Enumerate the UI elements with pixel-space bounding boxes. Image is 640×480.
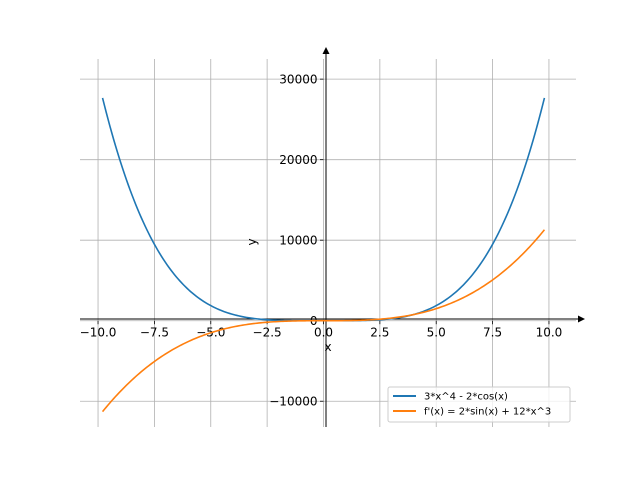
legend-label-1: f'(x) = 2*sin(x) + 12*x^3 <box>424 407 551 418</box>
x-tick-label-8: 10.0 <box>536 326 563 340</box>
x-tick-label-4: 0.0 <box>314 326 333 340</box>
x-axis-label: x <box>324 340 331 354</box>
legend-box <box>387 386 571 423</box>
y-tick-label-3: 20000 <box>279 153 317 167</box>
ticks: −10.0 −7.5 −5.0 −2.5 0.0 2.5 5.0 7.5 10.0−100000… <box>80 73 563 409</box>
axes <box>80 47 585 427</box>
y-axis-label: y <box>245 238 259 245</box>
legend: 3*x^4 - 2*cos(x) f'(x) = 2*sin(x) + 12*x… <box>387 386 571 423</box>
x-tick-label-5: 2.5 <box>370 326 389 340</box>
series <box>101 97 546 413</box>
legend-label-0: 3*x^4 - 2*cos(x) <box>424 392 508 403</box>
x-tick-label-6: 5.0 <box>427 326 446 340</box>
x-tick-label-7: 7.5 <box>483 326 502 340</box>
y-tick-label-2: 10000 <box>279 234 317 248</box>
y-axis-arrow <box>322 47 330 54</box>
y-tick-label-4: 30000 <box>279 73 317 87</box>
x-tick-label-3: −2.5 <box>253 326 282 340</box>
y-tick-label-0: −10000 <box>269 395 317 409</box>
x-axis-arrow <box>578 315 585 323</box>
x-tick-label-1: −7.5 <box>140 326 169 340</box>
series-line-1 <box>101 229 546 413</box>
x-tick-label-0: −10.0 <box>80 326 117 340</box>
